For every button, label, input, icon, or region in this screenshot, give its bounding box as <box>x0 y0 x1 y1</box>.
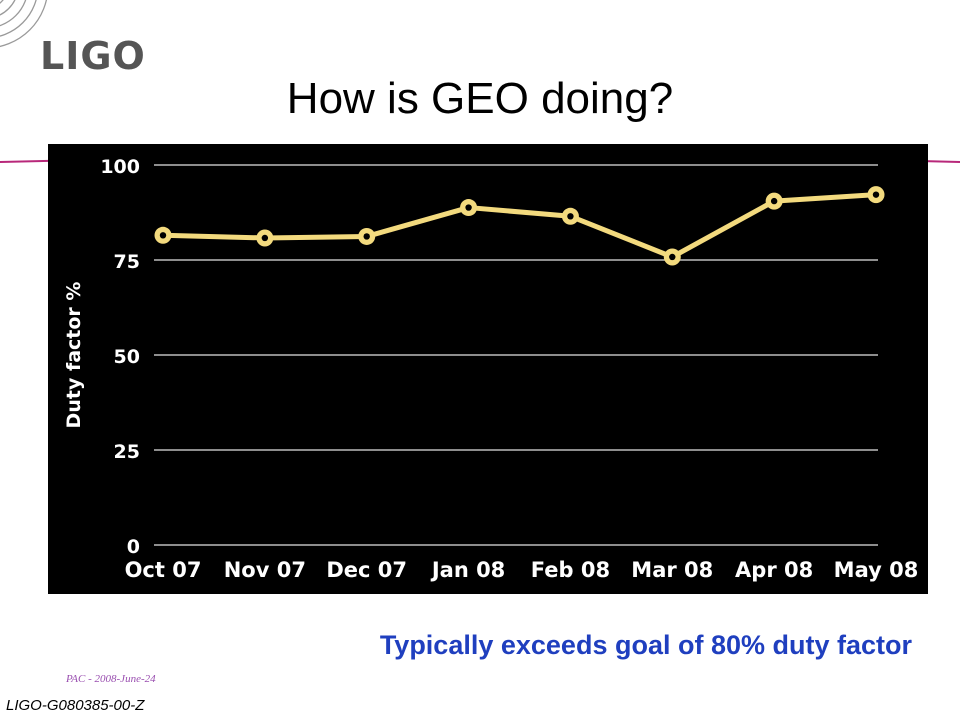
data-point-center <box>261 234 269 242</box>
y-tick-label: 75 <box>114 251 140 273</box>
series-line <box>162 192 877 260</box>
data-point-center <box>363 233 370 240</box>
x-tick-label: Oct 07 <box>125 558 202 582</box>
data-point-center <box>567 213 574 220</box>
data-point-center <box>770 197 778 205</box>
y-axis-label: Duty factor % <box>63 282 85 429</box>
y-tick-label: 100 <box>100 156 140 178</box>
y-tick-label: 25 <box>114 441 140 463</box>
x-tick-label: Dec 07 <box>326 558 407 582</box>
data-point-center <box>872 191 880 198</box>
x-tick-label: May 08 <box>834 558 919 582</box>
duty-factor-chart: 0 25 50 75 100 Oct 07 Nov 07 Dec 07 Jan 08 Feb 08… <box>48 144 928 594</box>
y-tick-label: 50 <box>114 346 140 368</box>
ligo-logo: LIGO <box>40 34 146 78</box>
footer-document-id: LIGO-G080385-00-Z <box>6 697 145 714</box>
x-tick-label: Feb 08 <box>531 558 610 582</box>
x-tick-label: Nov 07 <box>224 558 306 582</box>
data-point-center <box>159 232 167 239</box>
data-point-center <box>465 204 472 211</box>
x-tick-label: Apr 08 <box>735 558 813 582</box>
data-point-center <box>669 253 676 261</box>
y-tick-label: 0 <box>127 536 140 558</box>
footer-date: PAC - 2008-June-24 <box>66 673 156 685</box>
x-tick-label: Jan 08 <box>430 558 505 582</box>
slide-title: How is GEO doing? <box>286 74 674 123</box>
caption-text: Typically exceeds goal of 80% duty facto… <box>379 630 912 660</box>
x-tick-label: Mar 08 <box>631 558 713 582</box>
